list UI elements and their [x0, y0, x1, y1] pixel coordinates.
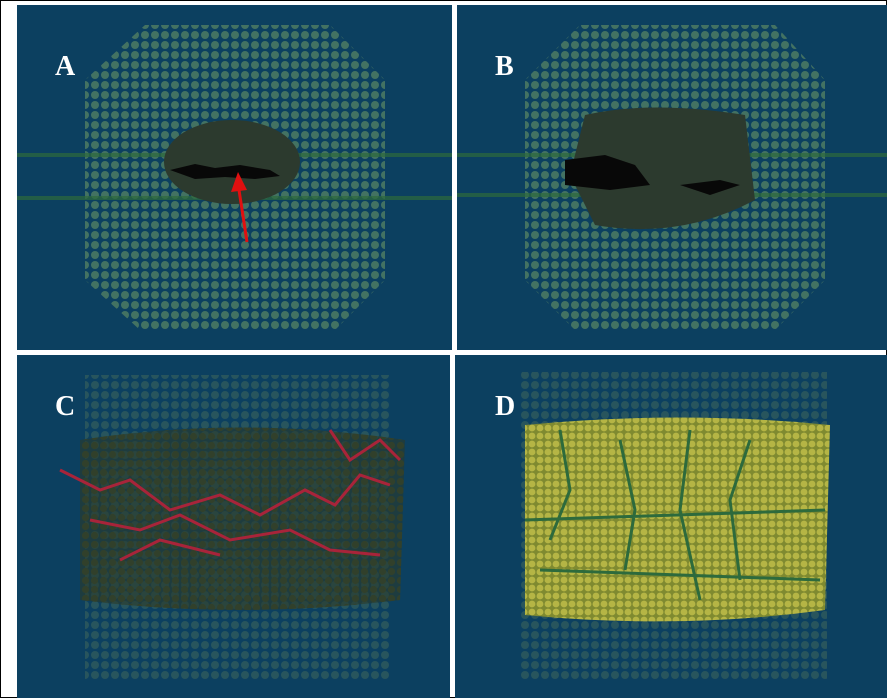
panel-a: A [17, 5, 452, 350]
panel-d: D [455, 355, 887, 698]
panel-b: B [457, 5, 887, 350]
panel-label: A [55, 51, 76, 82]
page: A B C D (() => { const data = JSON.parse… [0, 0, 887, 698]
panel-label: D [495, 391, 515, 422]
panel-label: B [495, 51, 514, 82]
figure: A B C D [0, 0, 887, 698]
panel-c: C [17, 355, 450, 698]
panel-label: C [55, 391, 75, 422]
